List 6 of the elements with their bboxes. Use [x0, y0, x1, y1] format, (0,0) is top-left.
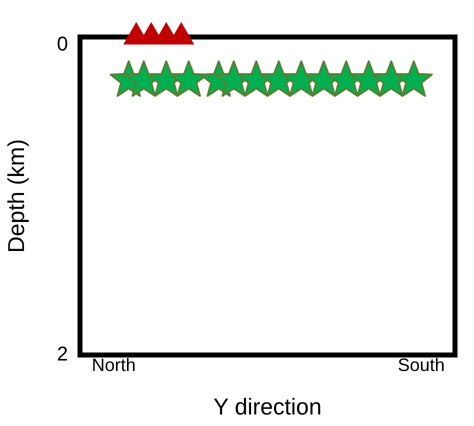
x-tick-label: South [398, 354, 445, 375]
x-axis-title: Y direction [213, 394, 322, 420]
x-tick-label: North [92, 354, 136, 375]
y-tick-label: 2 [56, 344, 68, 366]
y-axis-title: Depth (km) [3, 139, 30, 253]
y-tick-label: 0 [56, 33, 68, 56]
